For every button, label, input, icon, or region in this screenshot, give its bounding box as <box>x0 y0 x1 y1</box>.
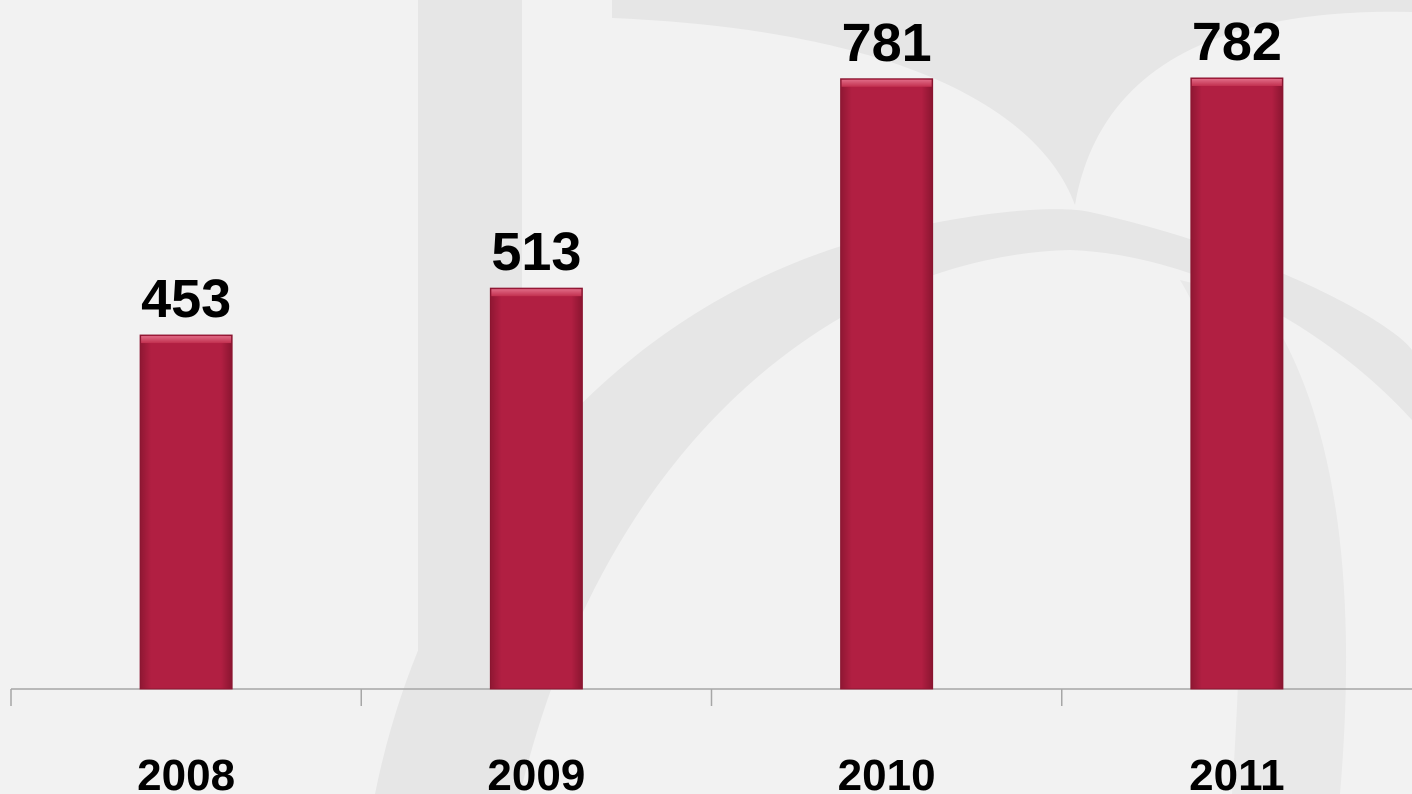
bar-2008 <box>139 334 233 690</box>
bar-top-bevel <box>841 79 932 87</box>
bar-value-label: 513 <box>491 222 581 282</box>
x-tick-label: 2010 <box>838 751 936 794</box>
x-tick-label: 2011 <box>1189 751 1284 794</box>
bar-2010 <box>840 78 934 690</box>
x-axis <box>10 688 1412 706</box>
bar-body <box>840 78 934 690</box>
bar-value-label: 781 <box>842 13 932 73</box>
bar-value-label: 453 <box>141 269 231 329</box>
x-tick-label: 2008 <box>137 751 235 794</box>
bars-group <box>139 77 1284 690</box>
background-swoosh-vertical <box>418 0 522 700</box>
bar-body <box>489 287 583 690</box>
bar-body <box>139 334 233 690</box>
bar-top-bevel <box>491 289 582 297</box>
background-swoosh-top <box>612 0 1412 205</box>
bar-top-bevel <box>1191 79 1282 86</box>
labels-group: 453 2008 513 2009 781 2010 782 2011 <box>137 12 1284 794</box>
bar-2011 <box>1190 77 1284 690</box>
bar-value-label: 782 <box>1192 12 1282 72</box>
bar-top-bevel <box>141 336 232 344</box>
x-tick-label: 2009 <box>487 751 585 794</box>
bar-body <box>1190 77 1284 690</box>
bar-2009 <box>489 287 583 690</box>
